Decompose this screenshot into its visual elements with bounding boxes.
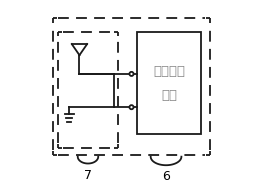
- Text: 器件: 器件: [161, 89, 177, 102]
- Text: 7: 7: [84, 169, 92, 182]
- Text: 6: 6: [162, 170, 170, 183]
- Bar: [136, 32, 201, 134]
- Circle shape: [129, 72, 134, 76]
- Text: 非福斯特: 非福斯特: [153, 65, 185, 78]
- Circle shape: [129, 105, 134, 109]
